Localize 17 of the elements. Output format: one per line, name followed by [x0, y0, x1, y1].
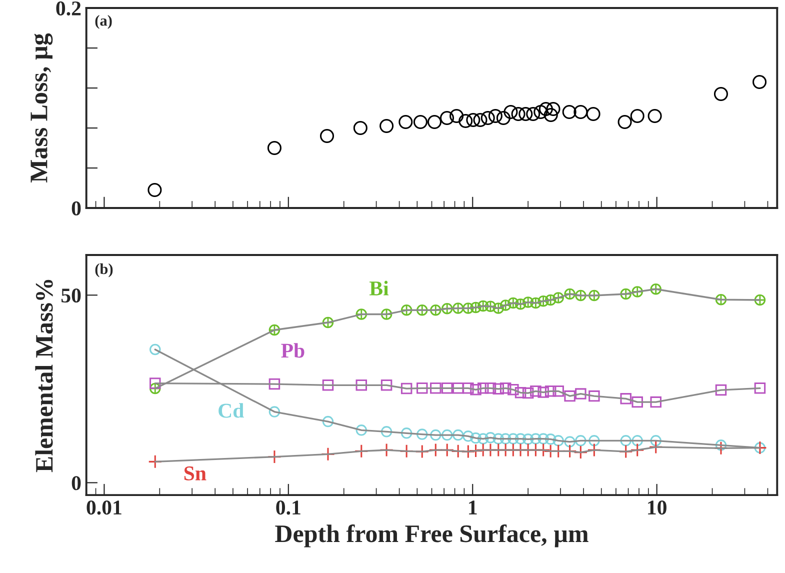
- series-label: Pb: [281, 343, 304, 358]
- x-axis-title: Depth from Free Surface, µm: [275, 524, 588, 548]
- series-label: Bi: [370, 280, 389, 296]
- y-axis-title: Elemental Mass%: [35, 280, 53, 472]
- series-label: Sn: [184, 466, 206, 480]
- y-tick-label: 0: [72, 476, 81, 490]
- y-tick-label: 0: [72, 201, 81, 216]
- series-label: Cd: [218, 403, 244, 418]
- x-tick-label: 0.1: [276, 500, 300, 515]
- x-tick-label: 1: [469, 500, 477, 514]
- annotation: (a): [95, 15, 112, 29]
- x-tick-label: 10: [648, 500, 666, 515]
- y-axis-title: Mass Loss, µg: [30, 33, 53, 183]
- x-tick-label: 0.01: [86, 500, 122, 515]
- y-tick-label: 50: [61, 288, 81, 303]
- annotation: (b): [95, 263, 113, 278]
- y-tick-label: 0.2: [56, 1, 81, 16]
